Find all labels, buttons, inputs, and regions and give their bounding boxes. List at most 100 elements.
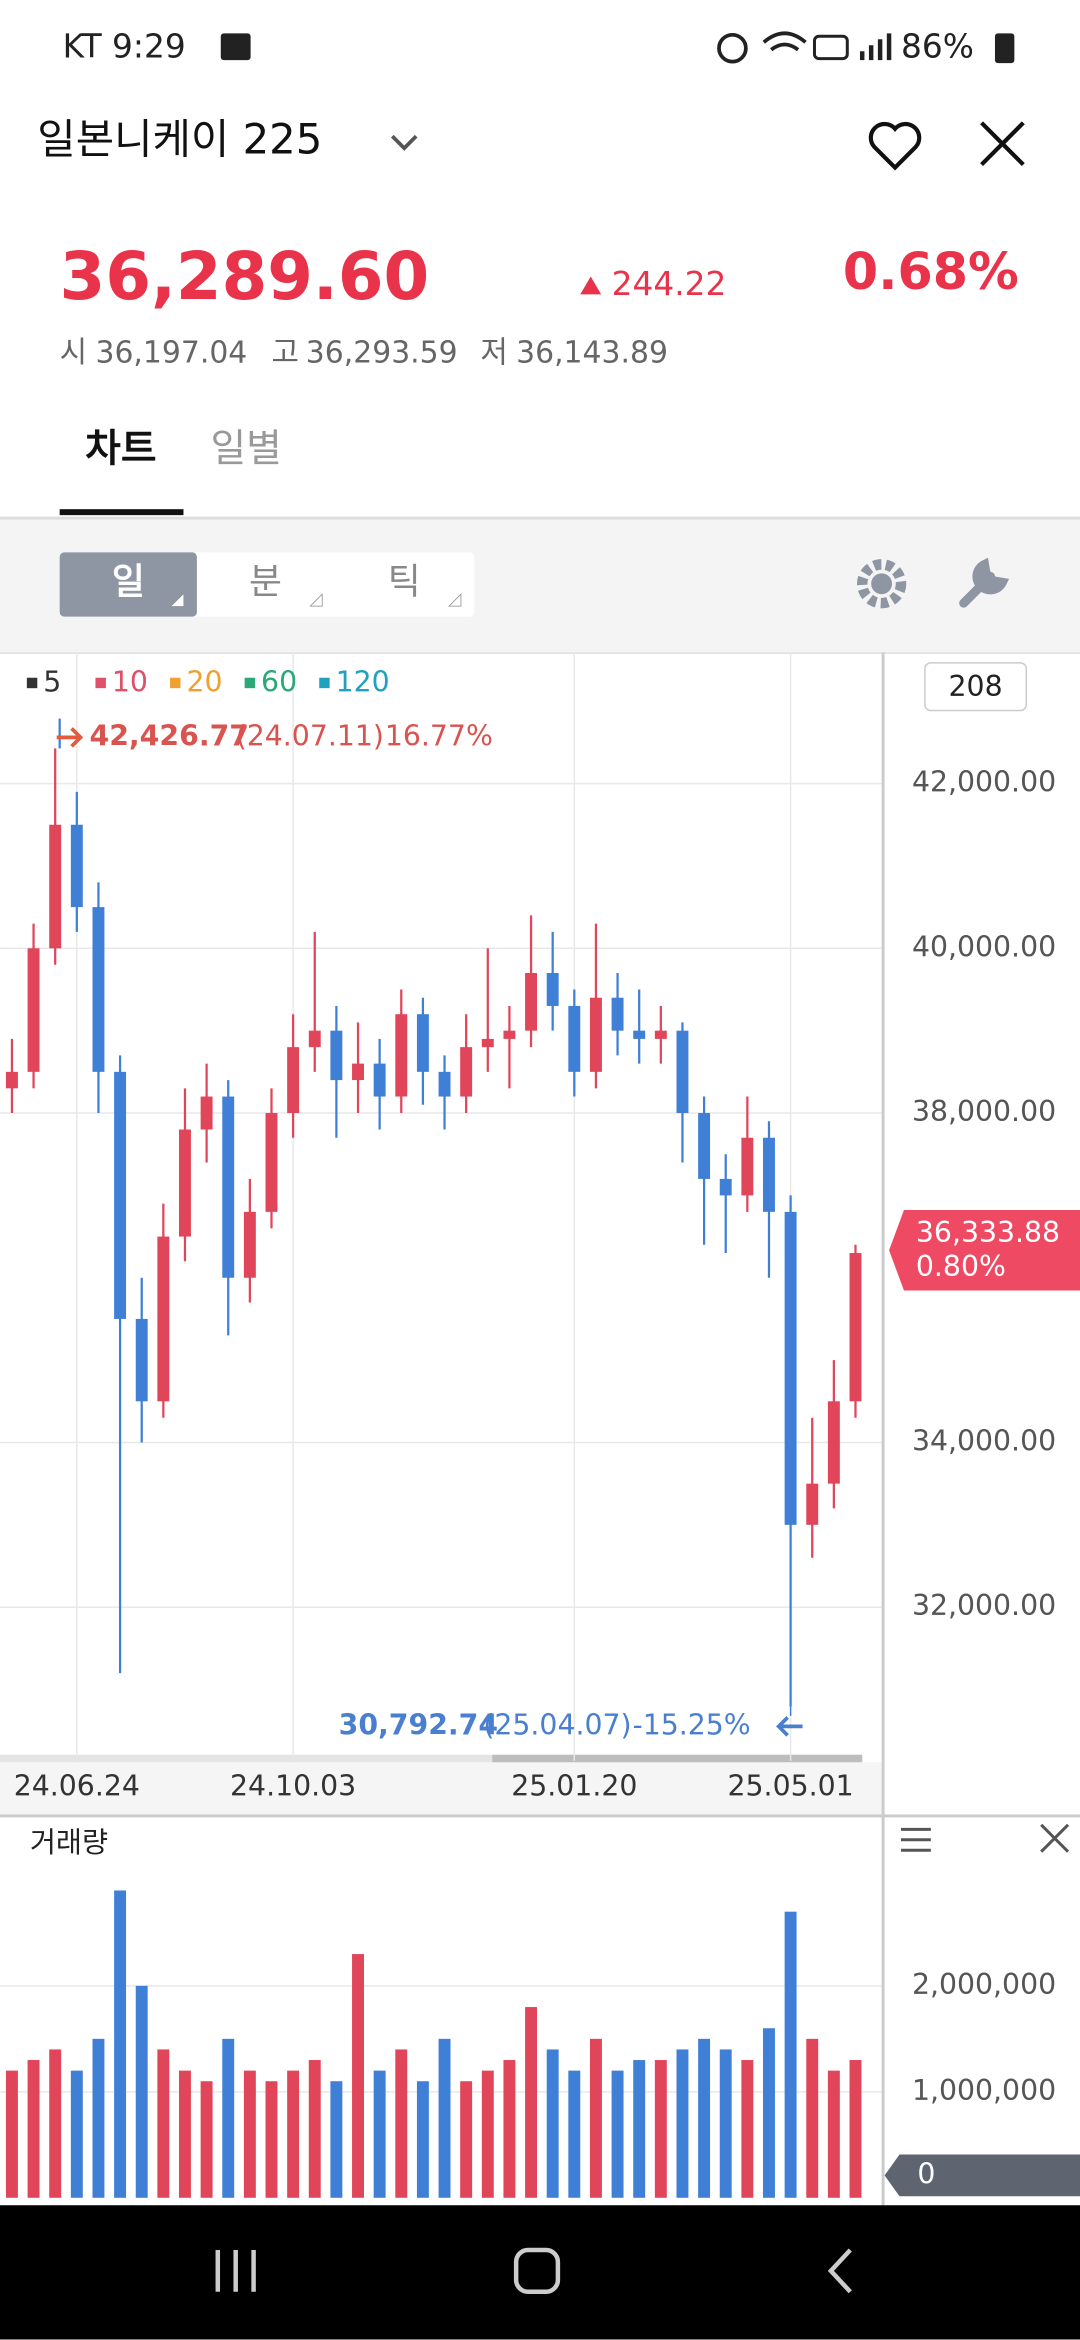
- volume-bar: [827, 2070, 840, 2198]
- candle-body: [135, 1318, 148, 1402]
- count-box: [924, 662, 1028, 712]
- y-tick-label: 38,000.00: [912, 1095, 1056, 1128]
- close-button[interactable]: [980, 121, 1025, 167]
- recent-apps[interactable]: [215, 2250, 256, 2292]
- volume-bar: [352, 1954, 364, 2198]
- settings-button[interactable]: [856, 559, 907, 609]
- volume-bar: [611, 2070, 624, 2198]
- volume-bar: [27, 2060, 40, 2198]
- candle-body: [784, 1211, 797, 1525]
- signal-icon: [859, 33, 892, 61]
- min-value: 30,792.74: [339, 1708, 499, 1741]
- volume-bar: [546, 2049, 559, 2198]
- candle-body: [633, 1030, 646, 1039]
- volume-bar: [114, 1890, 127, 2198]
- volume-bar: [5, 2070, 18, 2198]
- open: 36,197.04: [95, 336, 247, 371]
- candle-body: [460, 1047, 473, 1097]
- candle-body: [352, 1063, 364, 1081]
- volume-bar: [460, 2081, 473, 2198]
- volume-bar: [179, 2070, 191, 2198]
- candle-body: [611, 997, 624, 1031]
- up-triangle: [580, 276, 602, 295]
- tools-button[interactable]: [959, 557, 1010, 608]
- low: 36,143.89: [516, 336, 668, 371]
- current-price-box: [889, 1209, 1080, 1291]
- legend-label: 5: [43, 666, 61, 699]
- menu-button[interactable]: [900, 1827, 931, 1852]
- candle-body: [763, 1137, 775, 1212]
- chart-layer: 42,000.00 40,000.00 38,000.00 34,000.00 32,0…: [0, 652, 1080, 2198]
- volume-bar: [222, 2038, 235, 2198]
- volume-bar: [438, 2038, 451, 2198]
- volume-bar: [741, 2060, 754, 2198]
- volume-bar: [330, 2081, 343, 2198]
- battery-text: 86%: [901, 28, 974, 66]
- dropdown[interactable]: [391, 134, 418, 151]
- period[interactable]: 틱: [388, 562, 421, 603]
- candle-body: [200, 1096, 213, 1130]
- volume-bar: [395, 2049, 408, 2198]
- candle-body: [287, 1047, 300, 1114]
- legend-swatch: [244, 677, 256, 689]
- y-tick-label: 42,000.00: [912, 766, 1056, 799]
- nav-bar: [0, 2205, 1080, 2340]
- tab[interactable]: 일별: [210, 426, 281, 471]
- candle-body: [92, 907, 105, 1072]
- x-axis-band: [0, 1762, 884, 1815]
- candle-body: [49, 824, 62, 949]
- volume-bar: [70, 2070, 83, 2198]
- panel-divider: [0, 1814, 1080, 1818]
- back-button[interactable]: [827, 2248, 852, 2294]
- tab[interactable]: 차트: [85, 426, 156, 471]
- max-arrow: [56, 727, 84, 748]
- volume-bar: [568, 2070, 581, 2198]
- high-label: 고: [271, 336, 298, 371]
- y-tick-label: 34,000.00: [912, 1424, 1056, 1457]
- candle-body: [589, 997, 602, 1072]
- y-tick-label: 32,000.00: [912, 1589, 1056, 1622]
- tab-underline: [59, 509, 184, 516]
- volume-bar: [200, 2081, 213, 2198]
- zero-box: [884, 2154, 1080, 2197]
- volume-bar: [589, 2038, 602, 2198]
- change: 244.22: [612, 265, 727, 303]
- candle-body: [719, 1178, 732, 1196]
- volume-bar: [503, 2060, 516, 2198]
- scrollbar[interactable]: [0, 1754, 863, 1763]
- candle-body: [849, 1253, 862, 1402]
- volume-title: 거래량: [30, 1826, 108, 1859]
- panel-close[interactable]: [1040, 1823, 1070, 1853]
- candle-body: [265, 1113, 278, 1212]
- period[interactable]: 일: [112, 562, 145, 603]
- wifi-icon: [762, 31, 807, 52]
- candle-body: [395, 1014, 408, 1097]
- x-tick-label: 24.10.03: [230, 1770, 356, 1803]
- candle-body: [114, 1071, 127, 1319]
- candle-body: [70, 824, 83, 908]
- candle-body: [676, 1030, 689, 1114]
- axis-divider: [881, 652, 885, 2206]
- volume-bar: [265, 2081, 278, 2198]
- change-pct: 0.68%: [843, 242, 1019, 301]
- price: 36,289.60: [60, 239, 429, 315]
- volume-bar: [373, 2070, 386, 2198]
- candle-body: [308, 1030, 321, 1048]
- x-tick-label: 25.01.20: [511, 1770, 637, 1803]
- home-button[interactable]: [513, 2247, 561, 2295]
- candle-body: [222, 1096, 235, 1278]
- candle-body: [5, 1071, 18, 1089]
- max-value: 42,426.77: [90, 719, 250, 752]
- scrollbar-thumb[interactable]: [492, 1754, 863, 1763]
- volume-bar: [525, 2007, 538, 2198]
- period[interactable]: 분: [249, 562, 282, 603]
- legend-swatch: [319, 677, 330, 689]
- favorite-button[interactable]: [868, 121, 922, 171]
- gallery-icon: [220, 33, 251, 61]
- high: 36,293.59: [306, 336, 458, 371]
- legend-label: 10: [112, 666, 148, 699]
- volume-bar: [763, 2028, 775, 2198]
- candle-body: [27, 948, 40, 1072]
